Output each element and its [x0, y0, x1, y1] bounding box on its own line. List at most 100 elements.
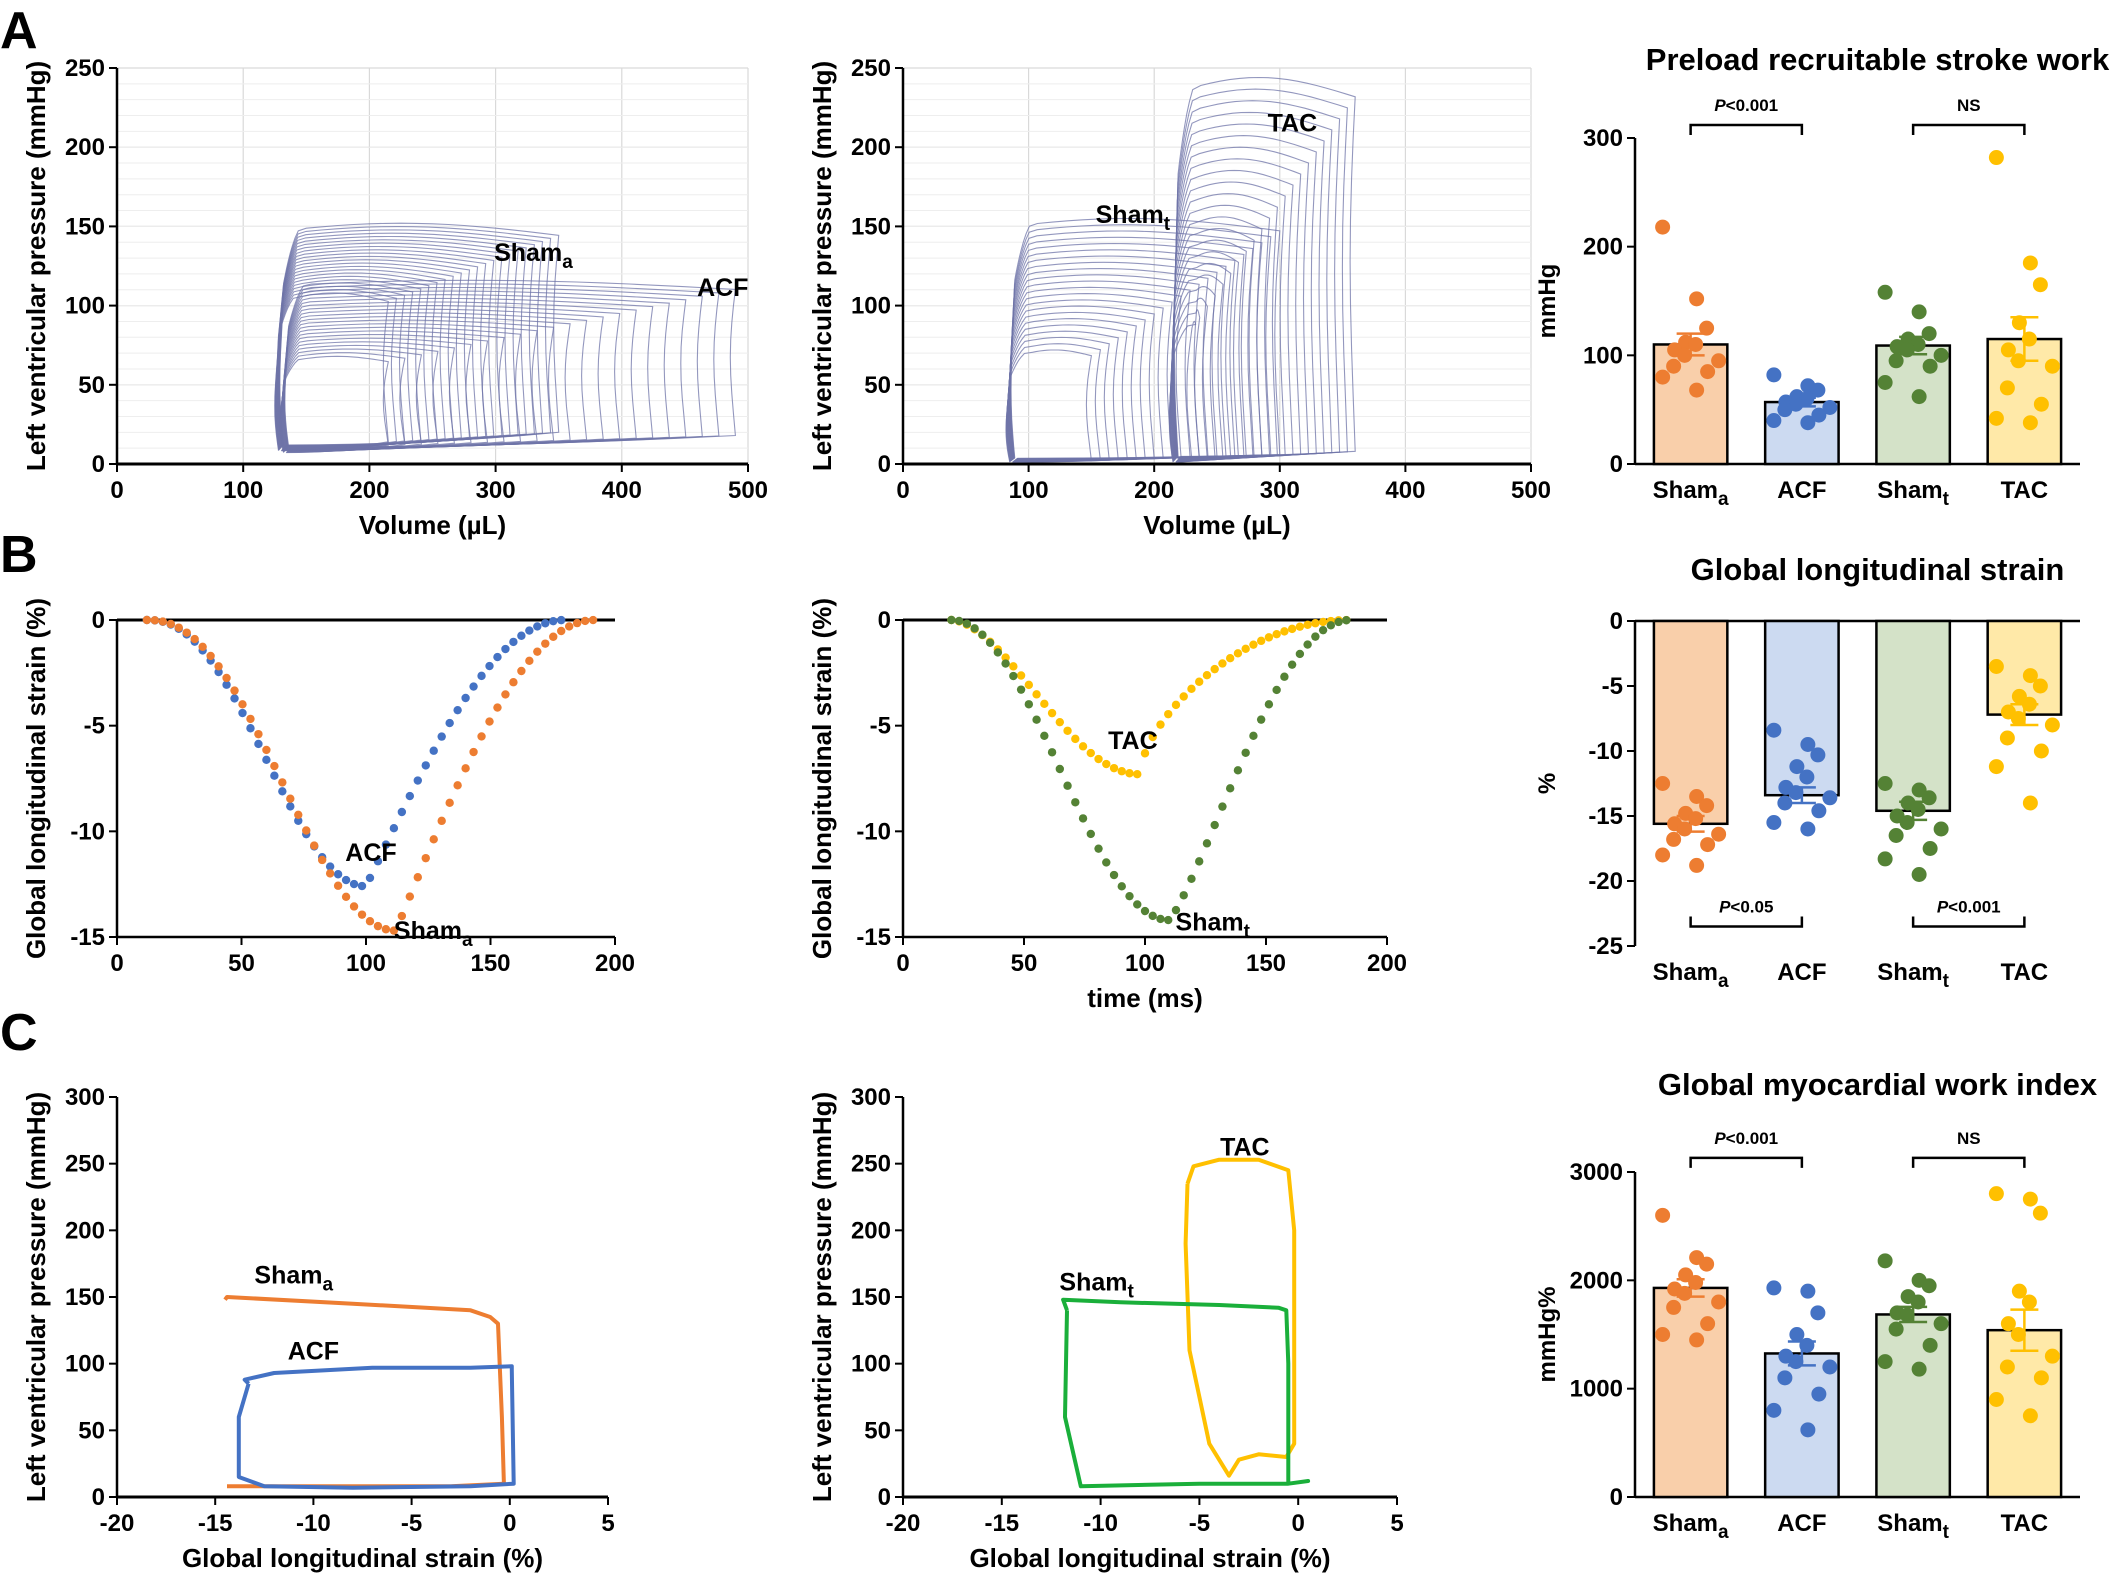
strain-point [405, 892, 415, 901]
strain-point [1233, 766, 1243, 775]
data-point [1677, 1285, 1693, 1301]
strain-point [947, 615, 956, 625]
strain-point [413, 873, 422, 882]
strain-point [1241, 644, 1250, 654]
x-tick-label: 200 [1367, 950, 1407, 977]
strain-point [461, 764, 470, 773]
strain-point [1094, 754, 1103, 764]
significance-label: NS [1957, 96, 1981, 115]
y-axis-label: Global longitudinal strain (%) [21, 598, 51, 959]
data-point [2022, 668, 2038, 684]
strain-point [278, 787, 287, 796]
strain-point [1032, 715, 1041, 724]
data-point [1799, 769, 1815, 785]
category-label: TAC [2001, 1510, 2049, 1537]
data-point [1688, 811, 1704, 827]
data-point [1988, 659, 2004, 674]
x-tick-label: 0 [503, 1510, 516, 1537]
strain-point [1249, 731, 1258, 741]
x-tick-label: 100 [223, 477, 263, 504]
data-point [1810, 1305, 1826, 1321]
data-point [1810, 382, 1826, 398]
data-point [2021, 331, 2037, 347]
y-tick-label: 0 [878, 451, 891, 478]
strain-point [421, 853, 430, 863]
chart-title: Global longitudinal strain [1691, 552, 2065, 587]
y-tick-label: 100 [851, 293, 891, 320]
strain-point [174, 623, 183, 632]
strain-point [541, 619, 550, 628]
y-tick-label: 0 [92, 451, 105, 478]
bar-2 [1875, 344, 1952, 466]
y-tick-label: 200 [1583, 234, 1623, 261]
series-label: TAC [1108, 727, 1158, 755]
category-label: Shama [1653, 959, 1729, 992]
strain-point [1009, 671, 1018, 681]
x-tick-label: 0 [896, 477, 909, 504]
bar-1 [1763, 1352, 1840, 1499]
series-label: Shamt [1096, 201, 1171, 235]
strain-point [445, 798, 454, 808]
a_left-loops [274, 222, 737, 454]
y-tick-label: 0 [878, 607, 891, 634]
x-tick-label: -20 [886, 1510, 921, 1537]
strain-point [1218, 659, 1227, 668]
y-tick-label: 0 [1610, 1484, 1623, 1511]
strain-point [325, 862, 335, 871]
y-tick-label: 50 [78, 1417, 105, 1444]
a_mid-axes: 0 100 200 300 400 500 0 50 100 150 200 250 Volume (µ… [807, 55, 1551, 540]
pv-loop [279, 222, 560, 446]
x-tick-label: 300 [1260, 477, 1300, 504]
y-tick-label: 200 [65, 134, 105, 161]
data-point [1999, 1359, 2015, 1375]
strain-point [1280, 672, 1289, 681]
pv-loop [284, 279, 737, 448]
data-point [1933, 1316, 1949, 1332]
y-tick-label: 3000 [1570, 1159, 1623, 1186]
data-point [1988, 410, 2004, 426]
data-point [1899, 815, 1915, 830]
strain-point [1164, 709, 1173, 719]
x-tick-label: -10 [296, 1510, 331, 1537]
pv-loop [1009, 255, 1227, 460]
strain-point [333, 881, 343, 890]
strain-point [405, 791, 415, 801]
data-point [2022, 795, 2038, 811]
data-point [1877, 1253, 1893, 1269]
b_left-series-1 [142, 615, 598, 935]
bracket-line [1689, 916, 1804, 928]
y-axis-label: mmHg [1534, 264, 1561, 339]
strain-point [1071, 798, 1080, 807]
pv-loop [1005, 349, 1093, 463]
y-tick-label: 0 [92, 607, 105, 634]
strain-point [1202, 671, 1212, 680]
y-tick-label: 100 [65, 293, 105, 320]
strain-point [1303, 620, 1312, 629]
strain-point [469, 747, 478, 757]
series-label: ACF [288, 1338, 339, 1366]
y-tick-label: 300 [65, 1084, 105, 1111]
strain-point [1063, 726, 1072, 735]
strain-point [493, 652, 502, 662]
b_mid-series-1 [947, 615, 1351, 925]
strain-point [1256, 636, 1266, 646]
data-point [1988, 1392, 2004, 1407]
strain-point [1024, 700, 1034, 709]
strain-point [429, 835, 438, 844]
strain-point [325, 869, 335, 878]
strain-point [1164, 915, 1173, 925]
strain-point [349, 902, 359, 911]
strain-point [214, 662, 223, 671]
strain-point [477, 671, 486, 681]
data-point [1766, 413, 1782, 429]
data-point [2032, 277, 2048, 293]
strain-point [1071, 734, 1080, 744]
significance-bracket: P<0.001 [1911, 898, 2026, 928]
x-axis-label: Volume (µL) [359, 510, 506, 540]
strain-point [1133, 769, 1142, 779]
strain-point [1287, 624, 1297, 634]
y-axis-label: Global longitudinal strain (%) [807, 598, 837, 959]
strain-point [1187, 684, 1196, 694]
strain-point [333, 870, 343, 879]
